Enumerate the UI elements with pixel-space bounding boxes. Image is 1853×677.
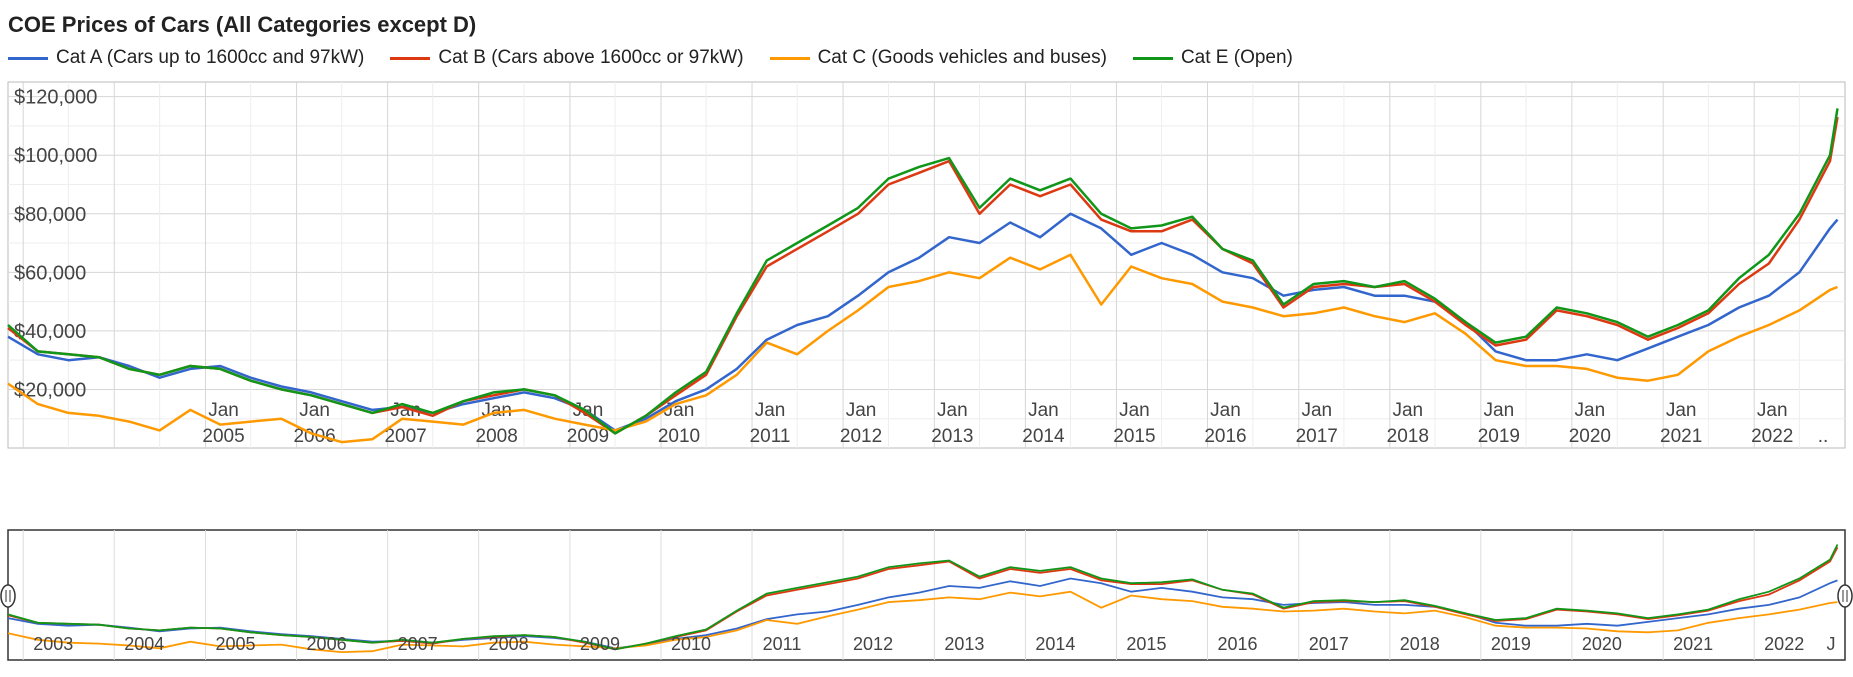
navigator-year-label: 2017 [1309, 634, 1349, 654]
navigator-left-handle[interactable] [0, 584, 16, 608]
navigator-year-label: 2004 [124, 634, 164, 654]
navigator-year-label: 2008 [489, 634, 529, 654]
x-tick-month-label: Jan [846, 400, 877, 421]
navigator-year-label: 2014 [1035, 634, 1075, 654]
navigator-year-label: 2018 [1400, 634, 1440, 654]
x-tick-year-label: 2019 [1478, 426, 1520, 447]
handle-grip [1837, 584, 1853, 608]
x-tick-month-label: Jan [208, 400, 239, 421]
legend-label-cat-e: Cat E (Open) [1180, 47, 1293, 68]
range-navigator[interactable] [7, 529, 1846, 661]
y-tick-label: $120,000 [14, 87, 97, 109]
legend-swatch-cat-e [1132, 56, 1173, 60]
legend-swatch-cat-b [390, 56, 431, 60]
series-line-cat-e [7, 108, 1839, 435]
y-tick-label: $80,000 [14, 204, 86, 226]
x-tick-month-label: Jan [937, 400, 968, 421]
x-tick-year-label: 2014 [1022, 426, 1065, 447]
chart-title: COE Prices of Cars (All Categories excep… [8, 12, 477, 37]
navigator-year-label: 2016 [1217, 634, 1257, 654]
navigator-right-handle[interactable] [1837, 584, 1853, 608]
x-tick-year-label: 2008 [476, 426, 518, 447]
handle-grip [0, 584, 16, 608]
x-tick-year-label: .. [1818, 426, 1829, 447]
navigator-year-label: 2013 [944, 634, 984, 654]
navigator-series-cat-c [7, 590, 1838, 654]
legend-item-cat-b[interactable]: Cat B (Cars above 1600cc or 97kW) [390, 47, 744, 69]
x-tick-year-label: 2009 [567, 426, 609, 447]
navigator-year-label: 2022 [1764, 634, 1804, 654]
navigator-year-label: 2012 [853, 634, 893, 654]
legend-swatch-cat-c [769, 56, 810, 60]
navigator-year-label: 2019 [1491, 634, 1531, 654]
navigator-year-label: 2015 [1126, 634, 1166, 654]
y-tick-label: $40,000 [14, 321, 86, 343]
navigator-series-cat-e [7, 544, 1839, 651]
x-tick-month-label: Jan [1392, 400, 1423, 421]
navigator-year-label: J [1827, 634, 1836, 654]
legend-label-cat-a: Cat A (Cars up to 1600cc and 97kW) [56, 47, 365, 68]
y-tick-label: $60,000 [14, 262, 86, 284]
x-tick-year-label: 2007 [384, 426, 426, 447]
navigator-year-label: 2010 [671, 634, 711, 654]
x-tick-year-label: 2011 [750, 426, 791, 447]
x-tick-month-label: Jan [1301, 400, 1332, 421]
legend-item-cat-a[interactable]: Cat A (Cars up to 1600cc and 97kW) [8, 47, 364, 69]
x-tick-year-label: 2020 [1569, 426, 1611, 447]
x-tick-month-label: Jan [1484, 400, 1515, 421]
x-tick-year-label: 2016 [1204, 426, 1246, 447]
legend-item-cat-e[interactable]: Cat E (Open) [1132, 47, 1293, 69]
x-tick-year-label: 2013 [931, 426, 973, 447]
navigator-year-label: 2007 [398, 634, 438, 654]
x-tick-year-label: 2010 [658, 426, 700, 447]
navigator-year-label: 2011 [763, 634, 802, 654]
navigator-year-label: 2006 [307, 634, 347, 654]
navigator-year-label: 2009 [580, 634, 620, 654]
x-tick-month-label: Jan [1119, 400, 1150, 421]
navigator-year-label: 2003 [33, 634, 73, 654]
x-tick-year-label: 2021 [1660, 426, 1702, 447]
x-tick-month-label: Jan [299, 400, 330, 421]
x-tick-year-label: 2022 [1751, 426, 1793, 447]
legend-item-cat-c[interactable]: Cat C (Goods vehicles and buses) [769, 47, 1107, 69]
x-tick-month-label: Jan [1575, 400, 1606, 421]
x-tick-month-label: Jan [1666, 400, 1697, 421]
x-tick-year-label: 2006 [293, 426, 335, 447]
x-tick-month-label: Jan [1757, 400, 1788, 421]
legend-label-cat-c: Cat C (Goods vehicles and buses) [817, 47, 1107, 68]
x-tick-year-label: 2015 [1113, 426, 1155, 447]
navigator-year-label: 2005 [216, 634, 256, 654]
series-line-cat-a [7, 212, 1839, 432]
x-tick-year-label: 2012 [840, 426, 882, 447]
chart-legend: Cat A (Cars up to 1600cc and 97kW) Cat B… [8, 46, 1319, 70]
x-tick-month-label: Jan [755, 400, 786, 421]
x-tick-month-label: Jan [1028, 400, 1059, 421]
plot-area [7, 81, 1846, 449]
y-tick-label: $100,000 [14, 145, 97, 167]
x-tick-year-label: 2018 [1387, 426, 1429, 447]
legend-swatch-cat-a [8, 56, 48, 60]
navigator-year-label: 2020 [1582, 634, 1622, 654]
series-line-cat-c [7, 253, 1838, 444]
navigator-year-label: 2021 [1673, 634, 1713, 654]
legend-label-cat-b: Cat B (Cars above 1600cc or 97kW) [438, 47, 744, 68]
x-tick-year-label: 2005 [202, 426, 244, 447]
x-tick-year-label: 2017 [1296, 426, 1338, 447]
x-tick-month-label: Jan [1210, 400, 1241, 421]
y-tick-label: $20,000 [14, 379, 86, 401]
